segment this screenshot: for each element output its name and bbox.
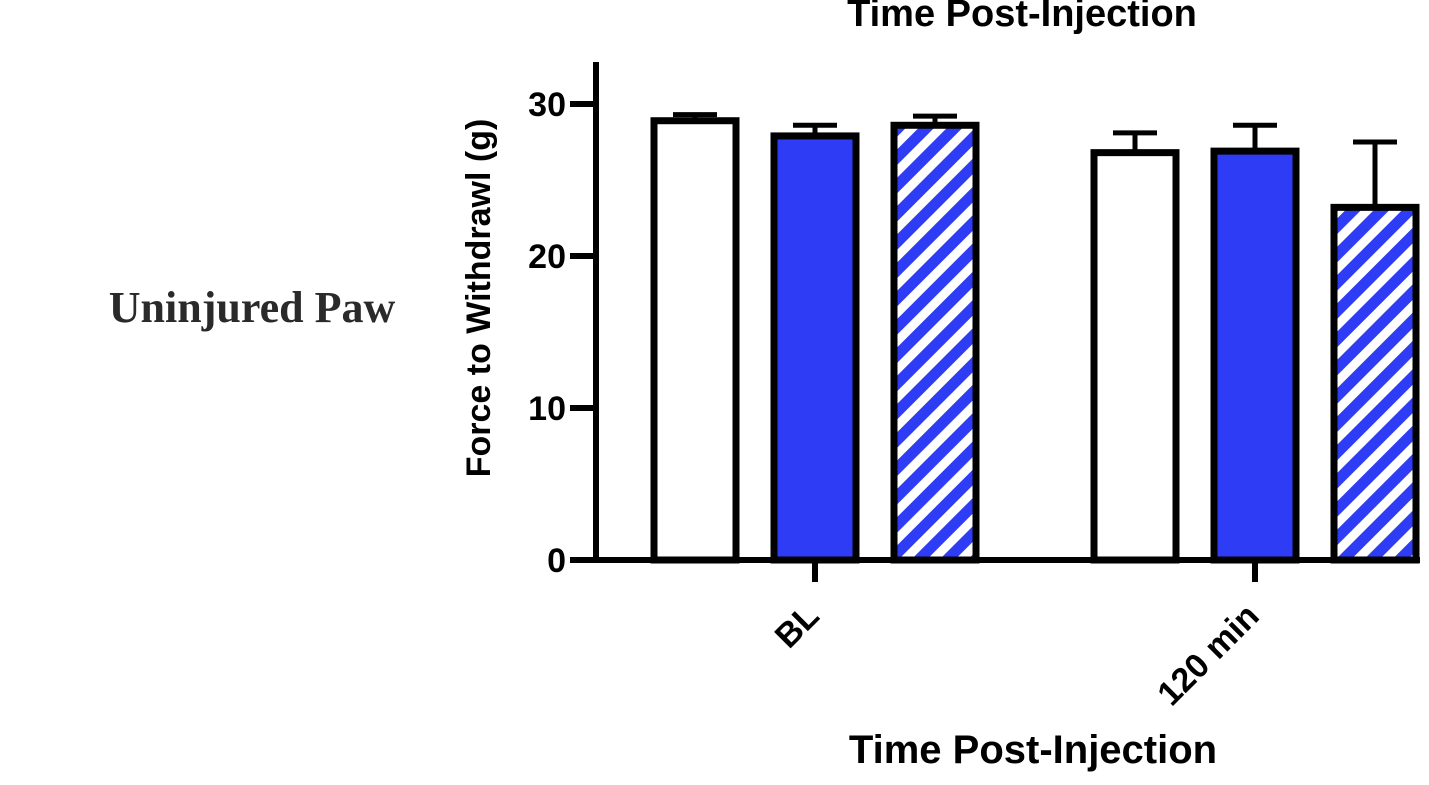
y-tick-label: 0 [547, 542, 566, 580]
panel-label: Uninjured Paw [109, 283, 396, 332]
plot-area: 0 10 20 30 BL 120 min [528, 62, 1420, 713]
x-tick-label: BL [768, 597, 827, 656]
bar [1210, 147, 1300, 564]
x-tick-label: 120 min [1150, 597, 1266, 713]
y-axis-title: Force to Withdrawl (g) [460, 119, 498, 478]
y-tick-label: 10 [528, 390, 566, 428]
x-axis-title: Time Post-Injection [849, 728, 1217, 772]
bar [770, 132, 860, 564]
bar [1090, 149, 1180, 564]
y-tick-label: 30 [528, 86, 566, 124]
bar [650, 117, 740, 564]
y-tick-label: 20 [528, 238, 566, 276]
bar [890, 121, 980, 564]
bar [1330, 203, 1420, 564]
chart-title: Time Post-Injection [847, 0, 1197, 35]
